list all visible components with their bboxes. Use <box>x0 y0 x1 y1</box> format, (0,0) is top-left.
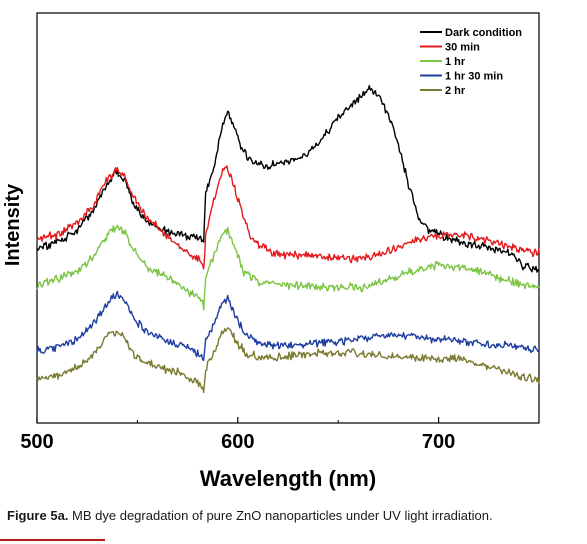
series-line-2 <box>36 165 540 270</box>
x-tick-label: 700 <box>422 431 455 453</box>
caption-label: Figure 5a. <box>7 508 69 523</box>
series-line-3 <box>36 224 540 311</box>
legend-label-5: 2 hr <box>445 85 466 97</box>
legend-label-1: Dark condition <box>445 27 522 39</box>
x-axis: 500 600 700 <box>20 417 455 453</box>
caption-rule <box>0 539 105 541</box>
series-line-5 <box>36 327 540 394</box>
series-line-4 <box>36 290 540 361</box>
legend-label-2: 30 min <box>445 42 480 54</box>
legend: Dark condition 30 min 1 hr 1 hr 30 min 2 hr <box>420 27 522 97</box>
y-axis-label: Intensity <box>2 183 24 266</box>
x-tick-label: 500 <box>20 431 53 453</box>
series-layer <box>36 84 540 394</box>
chart: 500 600 700 Dark condition 30 min 1 hr 1 hr 3… <box>2 12 540 491</box>
caption-text: MB dye degradation of pure ZnO nanoparti… <box>68 508 493 523</box>
figure-caption: Figure 5a. MB dye degradation of pure Zn… <box>7 508 582 523</box>
x-tick-label: 600 <box>221 431 254 453</box>
plot-frame <box>36 12 540 424</box>
legend-label-3: 1 hr <box>445 56 466 68</box>
legend-label-4: 1 hr 30 min <box>445 71 503 83</box>
x-axis-label: Wavelength (nm) <box>200 466 376 491</box>
series-line-1 <box>36 84 540 273</box>
